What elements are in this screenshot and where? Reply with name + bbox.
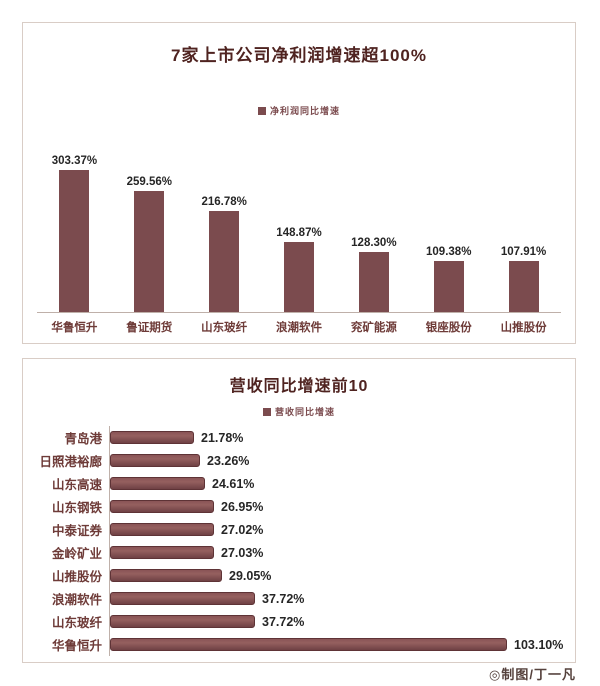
bar <box>110 638 507 651</box>
bar-value-label: 29.05% <box>229 568 272 583</box>
bar <box>110 592 255 605</box>
net-profit-chart-title: 7家上市公司净利润增速超100% <box>171 46 427 65</box>
bar <box>508 261 539 312</box>
bar-row: 中泰证券 27.02% <box>23 518 575 541</box>
bar-track: 103.10% <box>109 633 571 656</box>
bar-value-label: 303.37% <box>51 155 98 167</box>
bar <box>110 477 205 490</box>
y-axis-category-label: 青岛港 <box>64 432 102 446</box>
bar <box>134 191 165 312</box>
net-profit-bar-chart: 303.37% 259.56% 216.78% 148.87% 128.30% 109.3… <box>37 123 561 335</box>
legend-label: 净利润同比增速 <box>269 106 340 116</box>
bar-column: 148.87% <box>262 227 337 312</box>
bar-column: 259.56% <box>112 176 187 312</box>
revenue-chart-legend: 营收同比增速 <box>23 405 575 418</box>
bar <box>110 523 214 536</box>
bar-column: 128.30% <box>336 237 411 312</box>
bar-row: 山东高速 24.61% <box>23 472 575 495</box>
y-axis-category-label: 山东高速 <box>51 478 102 492</box>
bar-track: 29.05% <box>109 564 571 587</box>
bar-value-label: 27.03% <box>221 545 264 560</box>
bar-value-label: 37.72% <box>262 591 305 606</box>
x-axis-category-label: 银座股份 <box>425 322 472 334</box>
bar-value-label: 26.95% <box>221 499 264 514</box>
y-axis-category-label: 浪潮软件 <box>51 593 102 607</box>
bar <box>110 431 194 444</box>
y-axis-category-label: 金岭矿业 <box>51 547 102 561</box>
bar-row: 山东玻纤 37.72% <box>23 610 575 633</box>
y-axis-category-label: 华鲁恒升 <box>51 639 102 653</box>
revenue-chart-title: 营收同比增速前10 <box>229 378 369 395</box>
bar-column: 107.91% <box>486 246 561 312</box>
bar-column: 109.38% <box>411 246 486 312</box>
bar-track: 26.95% <box>109 495 571 518</box>
bar-value-label: 107.91% <box>500 246 547 258</box>
bar <box>110 546 214 559</box>
bar-column: 303.37% <box>37 155 112 312</box>
bar-row: 日照港裕廊 23.26% <box>23 449 575 472</box>
bar-row: 青岛港 21.78% <box>23 426 575 449</box>
x-axis-category-label: 山东玻纤 <box>201 322 248 334</box>
bar-value-label: 128.30% <box>351 237 397 249</box>
revenue-bar-chart: 青岛港 21.78% 日照港裕廊 23.26% 山东高速 24.61% 山东钢铁 26.95%… <box>23 426 575 656</box>
net-profit-chart-legend: 净利润同比增速 <box>23 104 575 117</box>
bar-track: 27.03% <box>109 541 571 564</box>
bar <box>110 454 200 467</box>
y-axis-category-label: 山推股份 <box>51 570 102 584</box>
net-profit-x-axis-labels: 华鲁恒升 鲁证期货 山东玻纤 浪潮软件 兖矿能源 银座股份 山推股份 <box>37 313 561 335</box>
bar-track: 27.02% <box>109 518 571 541</box>
bar-row: 浪潮软件 37.72% <box>23 587 575 610</box>
legend-swatch-icon <box>262 407 271 416</box>
x-axis-category-label: 鲁证期货 <box>126 322 173 334</box>
y-axis-category-label: 日照港裕廊 <box>39 455 102 469</box>
bar-value-label: 27.02% <box>221 522 264 537</box>
x-axis-category-label: 兖矿能源 <box>350 322 397 334</box>
bar-value-label: 21.78% <box>201 430 244 445</box>
bar <box>209 211 240 312</box>
bar <box>110 500 214 513</box>
bar <box>433 261 464 312</box>
x-axis-category-label: 浪潮软件 <box>276 322 322 334</box>
bar-row: 华鲁恒升 103.10% <box>23 633 575 656</box>
bar-track: 37.72% <box>109 587 571 610</box>
bar-value-label: 24.61% <box>212 476 255 491</box>
bar-track: 37.72% <box>109 610 571 633</box>
revenue-chart-panel: 营收同比增速前10 营收同比增速 青岛港 21.78% 日照港裕廊 23.26% 山东高… <box>22 358 576 663</box>
bar <box>110 615 255 628</box>
chart-credit: ◎制图/丁一凡 <box>489 667 576 682</box>
y-axis-category-label: 山东玻纤 <box>51 616 102 630</box>
bar-row: 山推股份 29.05% <box>23 564 575 587</box>
bar-row: 山东钢铁 26.95% <box>23 495 575 518</box>
bar <box>284 242 314 312</box>
net-profit-plot-area: 303.37% 259.56% 216.78% 148.87% 128.30% 109.3… <box>37 123 561 313</box>
net-profit-chart-panel: 7家上市公司净利润增速超100% 净利润同比增速 303.37% 259.56% 2… <box>22 22 576 344</box>
bar-value-label: 103.10% <box>514 637 564 652</box>
bar <box>59 170 90 312</box>
bar-track: 23.26% <box>109 449 571 472</box>
y-axis-category-label: 中泰证券 <box>51 524 102 538</box>
bar-value-label: 109.38% <box>426 246 472 258</box>
bar-value-label: 37.72% <box>262 614 305 629</box>
x-axis-category-label: 华鲁恒升 <box>51 322 98 334</box>
bar-column: 216.78% <box>187 196 262 312</box>
bar-value-label: 148.87% <box>276 227 322 239</box>
bar-row: 金岭矿业 27.03% <box>23 541 575 564</box>
x-axis-category-label: 山推股份 <box>500 322 547 334</box>
legend-label: 营收同比增速 <box>274 407 335 417</box>
bar <box>358 252 389 312</box>
bar-value-label: 259.56% <box>126 176 172 188</box>
bar-track: 21.78% <box>109 426 571 449</box>
bar-value-label: 216.78% <box>201 196 247 208</box>
bar-value-label: 23.26% <box>207 453 250 468</box>
y-axis-category-label: 山东钢铁 <box>51 501 102 515</box>
legend-swatch-icon <box>257 106 266 115</box>
bar-track: 24.61% <box>109 472 571 495</box>
bar <box>110 569 222 582</box>
